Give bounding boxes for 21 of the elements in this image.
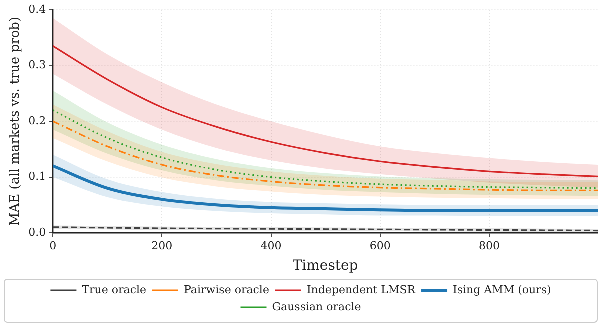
y-tick-label: 0.2 [28, 114, 46, 128]
legend-label: Independent LMSR [306, 283, 416, 296]
legend-label: Pairwise oracle [184, 283, 270, 296]
line-series [53, 110, 598, 190]
legend-label: Ising AMM (ours) [453, 283, 552, 296]
y-axis-title: MAE (all markets vs. true prob) [8, 16, 24, 226]
line-series [53, 120, 598, 192]
x-tick-label: 400 [260, 239, 282, 252]
y-tick-label: 0.4 [28, 2, 46, 16]
line-series [53, 45, 598, 178]
x-tick-label: 0 [50, 239, 57, 252]
x-axis-title: Timestep [292, 258, 358, 274]
legend-label: True oracle [82, 283, 147, 296]
x-tick-label: 600 [370, 239, 391, 252]
y-tick-label: 0.3 [28, 58, 46, 72]
y-tick-label: 0.1 [28, 170, 46, 184]
x-tick-label: 200 [152, 239, 173, 252]
legend-label: Gaussian oracle [272, 300, 362, 314]
x-tick-label: 800 [478, 239, 500, 252]
line-series [53, 164, 598, 212]
y-tick-label: 0.0 [28, 226, 46, 239]
